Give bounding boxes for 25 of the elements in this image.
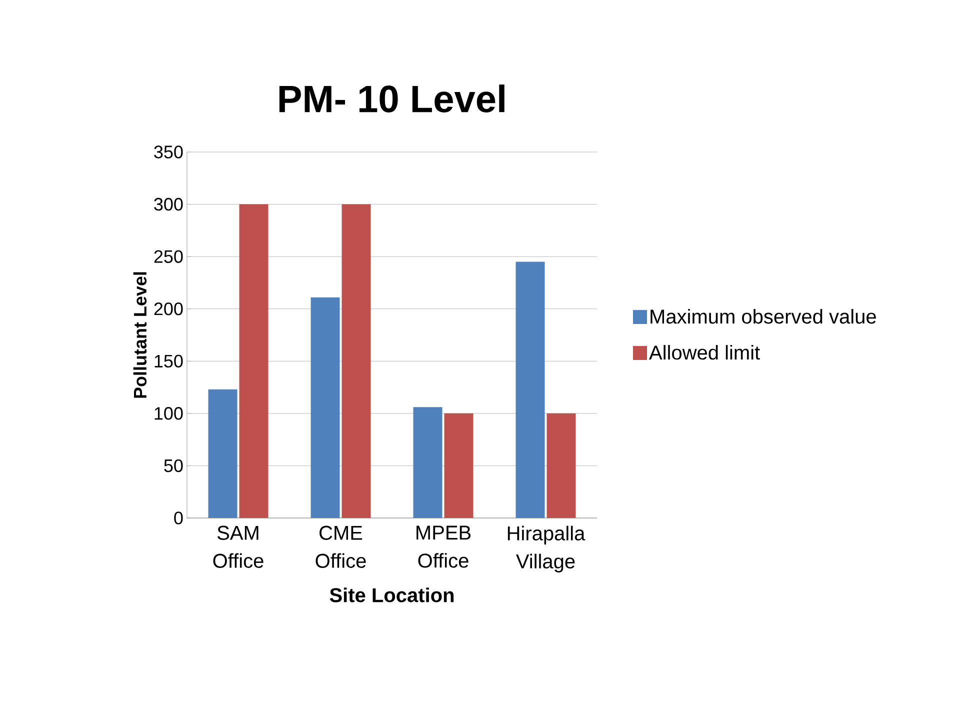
y-tick-label: 100	[154, 407, 183, 420]
y-axis-title: Pollutant Level	[133, 272, 147, 398]
bar	[444, 413, 474, 518]
x-tick-label: Hirapalla Village	[508, 526, 586, 572]
bar	[516, 262, 545, 518]
bar	[239, 204, 268, 518]
x-axis-title: Site Location	[330, 588, 454, 602]
y-tick-label: 300	[154, 198, 183, 211]
bar	[546, 413, 576, 518]
chart-title: PM- 10 Level	[279, 84, 504, 112]
x-tick-label: CME Office	[316, 526, 366, 568]
y-tick-label: 0	[174, 512, 183, 524]
bar	[342, 204, 371, 518]
bar	[413, 407, 442, 518]
legend-label: Allowed limit	[649, 345, 760, 360]
x-tick-label: MPEB Office	[416, 526, 471, 568]
y-tick-label: 150	[154, 354, 183, 368]
bar	[310, 297, 340, 518]
y-tick-label: 200	[154, 302, 183, 316]
y-tick-label: 350	[154, 146, 183, 158]
x-tick-label: SAM Office	[213, 526, 264, 568]
y-tick-label: 250	[154, 250, 183, 263]
y-tick-label: 50	[164, 459, 183, 472]
legend-label: Maximum observed value	[650, 309, 876, 324]
bar	[208, 389, 238, 518]
